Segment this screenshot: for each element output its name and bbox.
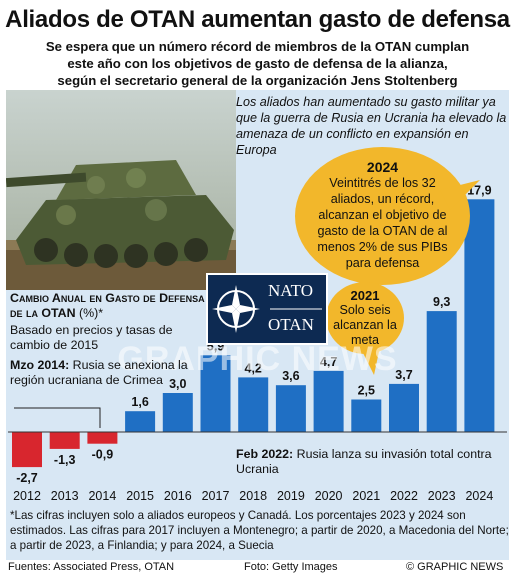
callout-2024-year: 2024 — [366, 159, 399, 175]
x-tick-2012: 2012 — [13, 489, 41, 503]
value-label-2019: 3,6 — [282, 369, 299, 383]
x-tick-2022: 2022 — [390, 489, 418, 503]
bar-2016 — [162, 393, 193, 432]
copyright: © GRAPHIC NEWS — [406, 561, 504, 573]
subtitle-line: Se espera que un número récord de miembr… — [45, 39, 470, 54]
value-label-2015: 1,6 — [131, 395, 148, 409]
chart-value-labels: -2,7-1,3-0,91,63,05,94,23,64,72,53,79,31… — [16, 183, 491, 485]
callout-2021: 2021 Solo seis alcanzan la meta — [326, 282, 404, 354]
value-label-2020: 4,7 — [320, 355, 337, 369]
chart-title: Cambio Anual en Gasto de Defensa de la O… — [10, 291, 210, 321]
callout-2021-text: Solo seis alcanzan la meta — [333, 303, 397, 347]
annotation-2022-label: Feb 2022: — [236, 447, 294, 461]
callout-2024-pointer — [440, 180, 480, 210]
annotation-2022: Feb 2022: Rusia lanza su invasión total … — [236, 447, 506, 477]
x-tick-2016: 2016 — [164, 489, 192, 503]
bar-2019 — [275, 385, 306, 432]
x-tick-2020: 2020 — [315, 489, 343, 503]
bar-2021 — [351, 399, 382, 432]
page-title: Aliados de OTAN aumentan gasto de defens… — [5, 6, 510, 33]
bar-2017 — [200, 355, 231, 432]
x-tick-2019: 2019 — [277, 489, 305, 503]
callout-2024-text: Veintitrés de los 32 aliados, un récord,… — [317, 176, 448, 270]
value-label-2012: -2,7 — [16, 471, 38, 485]
bar-2022 — [389, 383, 419, 432]
annotation-2014-label: Mzo 2014: — [10, 358, 70, 372]
nato-text: NATO — [268, 281, 314, 300]
bar-2015 — [125, 411, 156, 432]
x-tick-2014: 2014 — [88, 489, 116, 503]
page-subtitle: Se espera que un número récord de miembr… — [0, 38, 515, 89]
bar-2020 — [313, 370, 344, 432]
intro-text: Los aliados han aumentado su gasto milit… — [236, 95, 507, 157]
x-tick-2015: 2015 — [126, 489, 154, 503]
subtitle-line: según el secretario general de la organi… — [57, 73, 458, 88]
bar-2023 — [426, 311, 457, 432]
value-label-2021: 2,5 — [358, 384, 375, 398]
chart-x-tick-labels: 2012 2013 2014 2015 2016 2017 2018 2019 2020 2021… — [13, 489, 493, 503]
bar-2013 — [49, 432, 80, 449]
watermark: GRAPHIC NEWS — [117, 340, 398, 378]
callout-2021-pointer — [360, 347, 380, 375]
bar-2014 — [87, 432, 118, 444]
bar-2012 — [12, 432, 42, 468]
footnote: *Las cifras incluyen solo a aliados euro… — [10, 509, 509, 552]
value-label-2023: 9,3 — [433, 295, 450, 309]
annotation-2014-text: Rusia se anexiona la región ucraniana de… — [10, 358, 188, 387]
value-label-2024: 17,9 — [467, 183, 491, 197]
chart-bars — [12, 199, 495, 468]
bar-2024 — [464, 199, 495, 432]
value-label-2016: 3,0 — [169, 377, 186, 391]
value-label-2022: 3,7 — [395, 368, 412, 382]
nato-badge: NATO OTAN — [206, 273, 328, 345]
subtitle-line: este año con los objetivos de gasto de d… — [67, 56, 448, 71]
otan-text: OTAN — [268, 315, 314, 334]
value-label-2018: 4,2 — [245, 361, 262, 375]
connector-2014 — [14, 407, 101, 428]
chart-title-text: Cambio Anual en Gasto de Defensa de la O… — [10, 291, 205, 320]
tank-illustration — [6, 90, 236, 290]
nato-compass-icon — [212, 285, 322, 333]
callout-2021-year: 2021 — [350, 288, 380, 303]
annotation-2022-text: Rusia lanza su invasión total contra Ucr… — [236, 447, 492, 476]
annotation-2014: Mzo 2014: Rusia se anexiona la región uc… — [10, 358, 210, 388]
x-tick-2021: 2021 — [352, 489, 380, 503]
chart-basis-note: Basado en precios y tasas de cambio de 2… — [10, 323, 173, 352]
x-tick-2023: 2023 — [428, 489, 456, 503]
callout-2024: 2024 Veintitrés de los 32 aliados, un ré… — [295, 147, 470, 285]
x-tick-2024: 2024 — [465, 489, 493, 503]
value-label-2013: -1,3 — [54, 453, 76, 467]
sources: Fuentes: Associated Press, OTAN — [8, 561, 175, 573]
tank-photo — [6, 90, 236, 290]
value-label-2014: -0,9 — [92, 448, 114, 462]
x-tick-2013: 2013 — [51, 489, 79, 503]
x-tick-2018: 2018 — [239, 489, 267, 503]
photo-credit: Foto: Getty Images — [244, 561, 338, 573]
bar-2018 — [238, 377, 269, 432]
chart-ylabel: (%)* — [79, 306, 104, 320]
x-tick-2017: 2017 — [202, 489, 230, 503]
